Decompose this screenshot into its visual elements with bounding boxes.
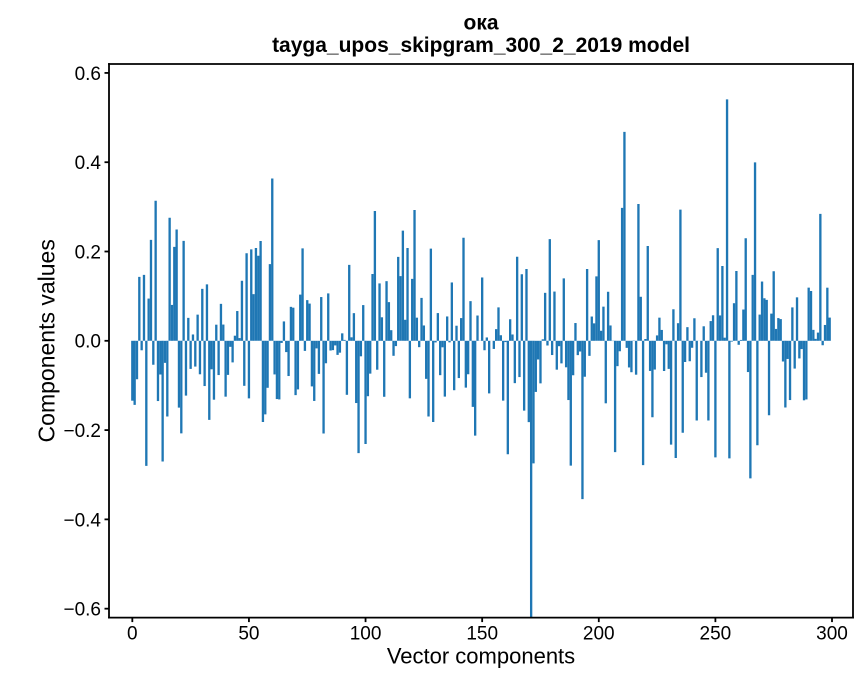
svg-text:−0.4: −0.4 [63,510,101,531]
svg-text:Components values: Components values [34,239,60,442]
svg-text:0: 0 [127,623,138,644]
svg-text:0.0: 0.0 [75,332,101,353]
svg-text:50: 50 [238,623,259,644]
svg-text:tayga_upos_skipgram_300_2_2019: tayga_upos_skipgram_300_2_2019 model [272,34,690,57]
svg-text:250: 250 [700,623,732,644]
svg-text:0.4: 0.4 [75,153,102,174]
svg-text:−0.2: −0.2 [63,421,101,442]
svg-text:0.6: 0.6 [75,64,101,85]
svg-text:300: 300 [816,623,848,644]
svg-text:−0.6: −0.6 [63,600,101,621]
svg-text:0.2: 0.2 [75,242,101,263]
svg-text:ока: ока [463,11,498,34]
svg-text:150: 150 [466,623,498,644]
svg-text:200: 200 [583,623,615,644]
svg-text:Vector components: Vector components [387,643,575,668]
svg-text:100: 100 [350,623,382,644]
